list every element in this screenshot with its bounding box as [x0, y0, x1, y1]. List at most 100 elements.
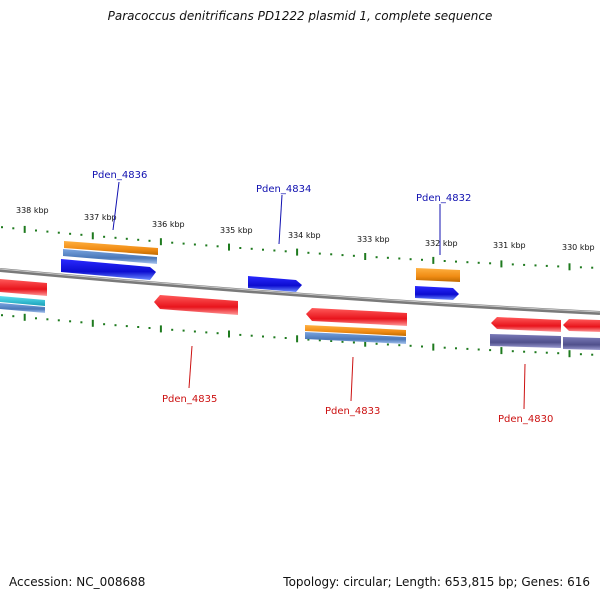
gene-pden-4832[interactable] — [415, 268, 460, 300]
tick-label-334: 334 kbp — [288, 231, 321, 240]
gene-pden-4830-red-arrow[interactable] — [491, 317, 561, 332]
gene-pden-4830-purple-arrow-2[interactable] — [563, 337, 600, 350]
outer-track-minor-tick — [273, 249, 276, 252]
gene-label-pden-4835[interactable]: Pden_4835 — [162, 394, 217, 405]
outer-track-minor-tick — [330, 253, 333, 256]
gene-label-pden-4830[interactable]: Pden_4830 — [498, 414, 553, 425]
gene-label-pden-4834[interactable]: Pden_4834 — [256, 184, 311, 195]
inner-track-minor-tick — [318, 339, 321, 342]
outer-track-minor-tick — [455, 260, 457, 263]
inner-track-minor-tick — [12, 315, 15, 318]
sequence-backbone — [0, 268, 600, 315]
outer-track-minor-tick — [409, 258, 412, 261]
inner-track-minor-tick — [545, 351, 548, 354]
inner-track-minor-tick — [273, 336, 276, 339]
inner-track-minor-tick — [193, 330, 196, 333]
inner-track-minor-tick — [330, 340, 333, 342]
outer-track-minor-tick — [1, 226, 3, 229]
inner-track-minor-tick — [148, 327, 151, 329]
gene-label-pden-4832[interactable]: Pden_4832 — [416, 193, 471, 204]
outer-track-minor-tick — [557, 265, 560, 268]
outer-track-minor-tick — [398, 257, 401, 260]
inner-track-minor-tick — [35, 317, 37, 320]
leader-pden-4834 — [278, 194, 283, 245]
outer-track-minor-tick — [46, 230, 49, 233]
gene-pden-4830[interactable] — [490, 317, 600, 350]
outer-track-minor-tick — [12, 227, 15, 230]
inner-track-minor-tick — [80, 321, 83, 324]
gene-label-pden-4833[interactable]: Pden_4833 — [325, 406, 380, 417]
inner-track-major-tick — [159, 325, 162, 333]
outer-track-minor-tick — [284, 250, 287, 253]
outer-track-minor-tick — [193, 243, 196, 246]
inner-track-minor-tick — [591, 353, 594, 356]
leader-pden-4836 — [112, 181, 120, 231]
gene-left-red-arrow[interactable] — [0, 279, 47, 296]
outer-track-major-tick — [159, 238, 162, 246]
inner-track-major-tick — [568, 350, 571, 358]
outer-track-minor-tick — [477, 261, 480, 264]
inner-track-major-tick — [500, 347, 503, 355]
tick-label-337: 337 kbp — [84, 213, 117, 222]
gene-pden-4834-arrow[interactable] — [248, 276, 302, 292]
outer-track-minor-tick — [262, 248, 264, 251]
gene-pden-4836[interactable] — [61, 241, 158, 280]
inner-track-major-tick — [432, 343, 435, 351]
leader-pden-4833 — [350, 356, 354, 402]
outer-track-minor-tick — [103, 235, 106, 238]
gene-pden-4833-steel-arrow[interactable] — [305, 332, 406, 344]
inner-track-minor-tick — [46, 318, 49, 321]
gene-pden-4836-steel-arrow[interactable] — [63, 249, 157, 264]
outer-track-major-tick — [500, 260, 503, 268]
gene-pden-4833[interactable] — [305, 308, 407, 344]
gene-pden-4836-blue-arrow[interactable] — [61, 259, 156, 280]
gene-pden-4832-orange-arrow[interactable] — [416, 268, 460, 282]
accession-text: Accession: NC_008688 — [9, 575, 146, 589]
inner-track-minor-tick — [284, 337, 287, 339]
inner-track-minor-tick — [69, 320, 72, 323]
outer-track-minor-tick — [489, 262, 492, 265]
outer-track-minor-tick — [523, 263, 526, 266]
outer-track-minor-tick — [80, 233, 83, 236]
inner-track-minor-tick — [216, 332, 219, 335]
outer-track-minor-tick — [443, 260, 446, 262]
gene-pden-4833-red-arrow[interactable] — [306, 308, 407, 326]
sequence-backbone-highlight — [0, 268, 600, 313]
gene-left-steel-arrow[interactable] — [0, 303, 45, 313]
outer-track-minor-tick — [35, 229, 37, 232]
inner-track-minor-tick — [398, 344, 401, 347]
gene-pden-4830-purple-arrow[interactable] — [490, 334, 561, 348]
outer-track-minor-tick — [307, 251, 310, 254]
outer-track-minor-tick — [375, 256, 378, 259]
inner-track-minor-tick — [489, 349, 492, 352]
outer-track-minor-tick — [125, 237, 128, 240]
inner-track-minor-tick — [205, 331, 208, 334]
gene-pden-4832-blue-arrow[interactable] — [415, 286, 459, 300]
inner-track-minor-tick — [511, 350, 514, 353]
inner-track-major-tick — [296, 335, 299, 343]
gene-pden-4836-orange-arrow[interactable] — [64, 241, 158, 255]
gene-left-edge[interactable] — [0, 279, 47, 313]
outer-track-minor-tick — [352, 254, 355, 257]
inner-track-minor-tick — [466, 347, 469, 350]
outer-track-major-tick — [568, 263, 571, 271]
outer-track-minor-tick — [421, 258, 423, 261]
inner-track-minor-tick — [352, 341, 355, 344]
outer-track-minor-tick — [466, 261, 469, 264]
gene-left-cyan-arrow[interactable] — [0, 296, 45, 306]
gene-pden-4830-red-arrow-2[interactable] — [563, 319, 600, 332]
outer-track-minor-tick — [341, 254, 344, 257]
inner-track-minor-tick — [421, 345, 423, 348]
gene-pden-4833-orange-arrow[interactable] — [305, 325, 406, 336]
outer-track-major-tick — [296, 248, 299, 256]
inner-track-minor-tick — [262, 335, 264, 338]
gene-label-pden-4836[interactable]: Pden_4836 — [92, 170, 147, 181]
outer-track-minor-tick — [511, 263, 514, 266]
inner-track-minor-tick — [114, 324, 117, 327]
gene-pden-4835-arrow[interactable] — [154, 295, 238, 315]
tick-label-338: 338 kbp — [16, 206, 49, 215]
outer-track-minor-tick — [250, 247, 253, 250]
inner-track-minor-tick — [103, 323, 106, 326]
inner-track-minor-tick — [534, 351, 537, 354]
